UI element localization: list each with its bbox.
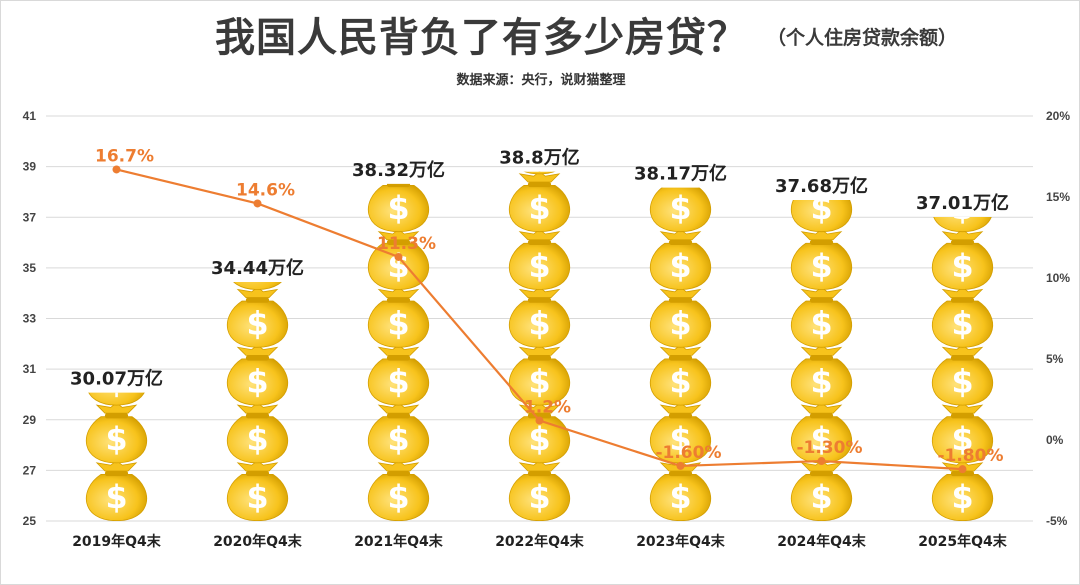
money-bag-bar: $ $ $ $ $: [226, 248, 289, 521]
category-label: 2020年Q4末: [213, 533, 303, 550]
svg-text:$: $: [387, 363, 409, 400]
growth-rate-label: 16.7%: [95, 146, 154, 166]
data-source-note: 数据来源：央行，说财猫整理: [456, 73, 626, 88]
growth-rate-point: [817, 457, 826, 466]
right-axis-tick: 20%: [1046, 109, 1070, 123]
category-label: 2019年Q4末: [72, 533, 162, 550]
left-axis-tick: 31: [23, 362, 37, 376]
svg-text:$: $: [246, 306, 268, 343]
svg-text:$: $: [669, 479, 691, 516]
left-axis-tick: 33: [23, 312, 37, 326]
svg-text:$: $: [246, 479, 268, 516]
growth-rate-label: -1.30%: [796, 438, 862, 458]
left-axis-tick: 41: [23, 109, 37, 123]
left-axis-tick: 27: [23, 463, 37, 477]
svg-text:$: $: [387, 421, 409, 458]
category-label: 2024年Q4末: [777, 533, 867, 550]
growth-rate-point: [676, 461, 685, 470]
left-axis-tick: 29: [23, 413, 37, 427]
svg-text:$: $: [810, 306, 832, 343]
chart-subtitle: （个人住房贷款余额）: [767, 27, 958, 49]
svg-text:$: $: [810, 363, 832, 400]
svg-text:$: $: [105, 421, 127, 458]
svg-text:$: $: [528, 306, 550, 343]
bar-value-label: 34.44万亿: [211, 257, 304, 279]
right-axis-tick: 10%: [1046, 271, 1070, 285]
bar-value-label: 38.32万亿: [352, 159, 445, 181]
bar-value-label: 38.8万亿: [499, 147, 579, 169]
left-axis-tick: 37: [23, 210, 37, 224]
growth-rate-label: 1.2%: [524, 398, 571, 418]
bar-value-label: 30.07万亿: [70, 368, 163, 390]
bar-value-label: 37.68万亿: [775, 175, 868, 197]
svg-text:$: $: [810, 421, 832, 458]
svg-text:$: $: [951, 306, 973, 343]
svg-text:$: $: [669, 363, 691, 400]
svg-text:$: $: [105, 363, 127, 400]
svg-text:$: $: [246, 421, 268, 458]
growth-rate-label: -1.80%: [937, 446, 1003, 466]
growth-rate-point: [112, 165, 121, 174]
svg-text:$: $: [951, 421, 973, 458]
svg-text:$: $: [951, 248, 973, 285]
right-axis-tick: 5%: [1046, 352, 1064, 366]
svg-text:$: $: [669, 190, 691, 227]
growth-rate-label: 11.3%: [377, 234, 436, 254]
left-axis-tick: 25: [23, 514, 37, 528]
svg-text:$: $: [105, 479, 127, 516]
right-axis-tick: 0%: [1046, 433, 1064, 447]
growth-rate-label: 14.6%: [236, 180, 295, 200]
svg-text:$: $: [528, 421, 550, 458]
svg-text:$: $: [387, 190, 409, 227]
growth-rate-point: [253, 199, 262, 208]
svg-text:$: $: [951, 363, 973, 400]
growth-rate-label: -1.60%: [655, 443, 721, 463]
svg-text:$: $: [387, 306, 409, 343]
bar-value-label: 37.01万亿: [916, 192, 1009, 214]
category-label: 2021年Q4末: [354, 533, 444, 550]
svg-text:$: $: [951, 479, 973, 516]
svg-text:$: $: [669, 421, 691, 458]
svg-text:$: $: [810, 248, 832, 285]
right-axis-tick: 15%: [1046, 190, 1070, 204]
money-bag-bar: $ $ $ $ $ $: [367, 183, 430, 521]
svg-text:$: $: [951, 190, 973, 227]
money-bag-bar: $ $ $: [85, 363, 148, 521]
svg-text:$: $: [528, 248, 550, 285]
growth-rate-point: [394, 252, 403, 261]
svg-text:$: $: [246, 363, 268, 400]
svg-text:$: $: [528, 363, 550, 400]
svg-text:$: $: [528, 190, 550, 227]
money-bag-bar: $ $ $ $ $ $: [649, 187, 712, 521]
left-axis-tick: 39: [23, 160, 37, 174]
growth-rate-point: [958, 465, 967, 474]
money-bag-bar: $$$$$$$: [508, 171, 571, 521]
bar-value-label: 38.17万亿: [634, 163, 727, 185]
right-axis-tick: -5%: [1046, 514, 1068, 528]
money-bag-bar: $ $ $ $ $ $: [931, 190, 994, 521]
money-bag-bar: $ $ $ $ $ $: [790, 190, 853, 521]
svg-text:$: $: [387, 479, 409, 516]
svg-text:$: $: [810, 190, 832, 227]
category-label: 2023年Q4末: [636, 533, 726, 550]
growth-rate-point: [535, 416, 544, 425]
svg-text:$: $: [387, 248, 409, 285]
svg-text:$: $: [810, 479, 832, 516]
svg-text:$: $: [669, 248, 691, 285]
svg-text:$: $: [669, 306, 691, 343]
svg-text:$: $: [528, 479, 550, 516]
chart-title: 我国人民背负了有多少房贷？: [215, 15, 748, 61]
category-label: 2025年Q4末: [918, 533, 1008, 550]
category-label: 2022年Q4末: [495, 533, 585, 550]
left-axis-tick: 35: [23, 261, 37, 275]
svg-text:$: $: [246, 248, 268, 285]
